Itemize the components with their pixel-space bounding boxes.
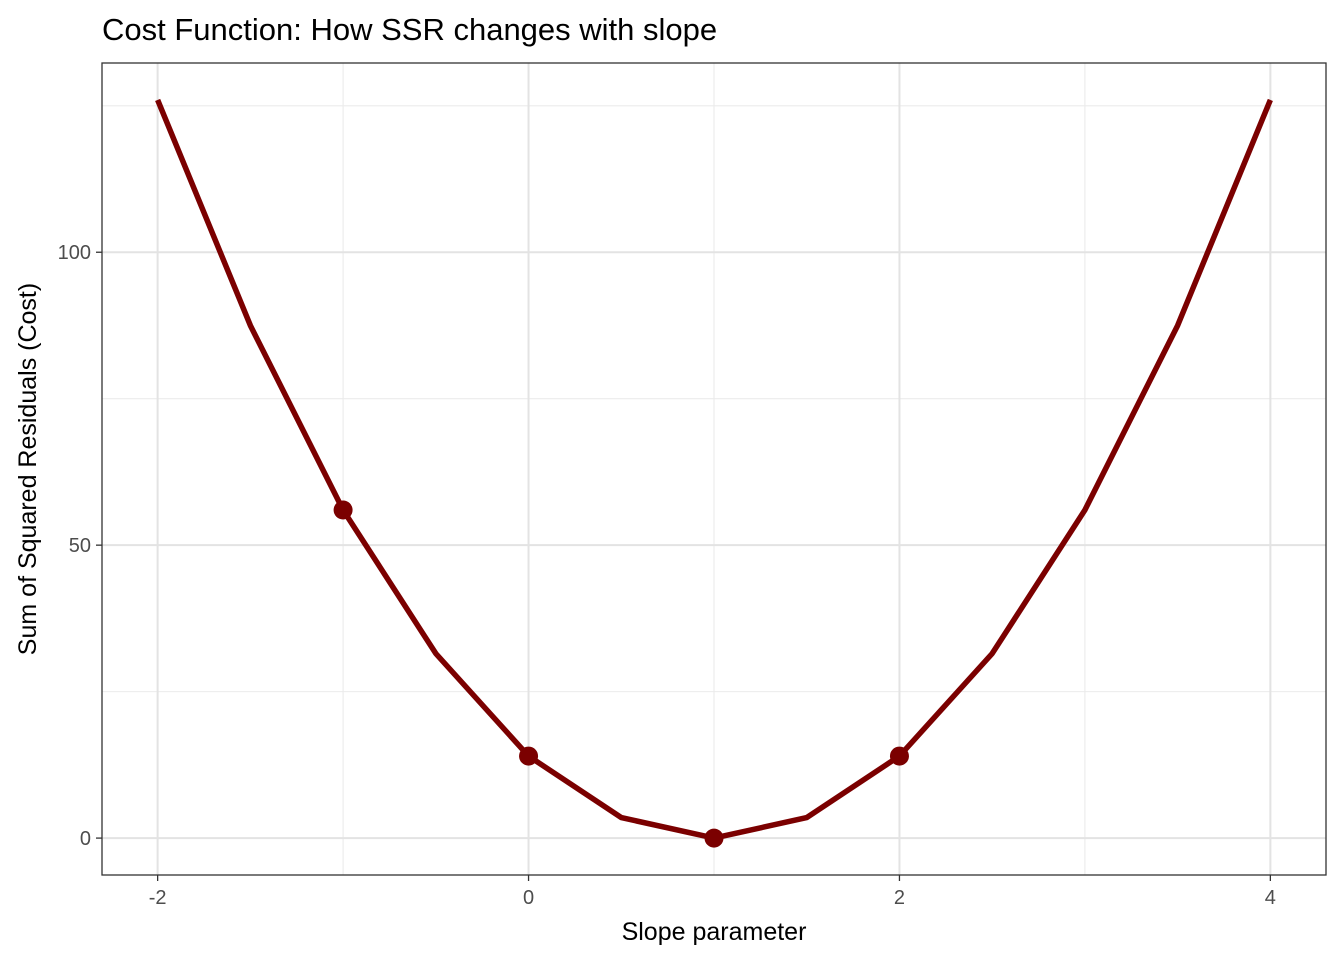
x-tick-label: 2	[894, 887, 905, 909]
y-tick-label: 100	[58, 242, 91, 264]
x-tick-label: 0	[523, 887, 534, 909]
y-tick-label: 50	[69, 535, 91, 557]
data-point	[333, 500, 353, 520]
y-tick-label: 0	[80, 828, 91, 850]
plot-border	[101, 62, 1327, 876]
data-point	[889, 746, 909, 766]
chart-title: Cost Function: How SSR changes with slop…	[102, 12, 717, 47]
x-tick-label: -2	[149, 887, 167, 909]
y-axis: 0 50 100	[58, 242, 102, 850]
points-layer	[333, 500, 909, 848]
x-axis-title: Slope parameter	[622, 918, 807, 946]
x-axis: -2 0 2 4	[149, 875, 1276, 909]
data-point	[704, 828, 724, 848]
data-point	[519, 746, 539, 766]
y-axis-title: Sum of Squared Residuals (Cost)	[14, 283, 42, 655]
x-tick-label: 4	[1265, 887, 1276, 909]
